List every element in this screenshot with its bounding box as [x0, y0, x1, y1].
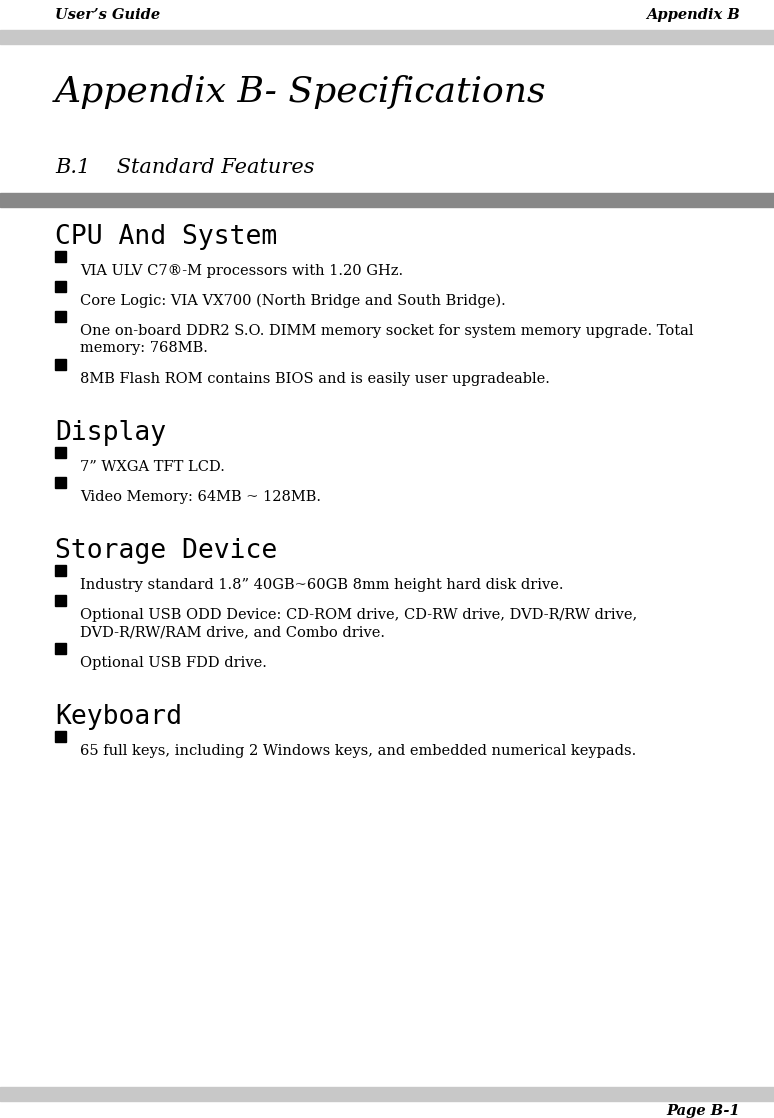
Bar	[55, 565, 66, 576]
Text: Optional USB ODD Device: CD-ROM drive, CD-RW drive, DVD-R/RW drive,
DVD-R/RW/RAM: Optional USB ODD Device: CD-ROM drive, C…	[80, 608, 637, 639]
Text: 65 full keys, including 2 Windows keys, and embedded numerical keypads.: 65 full keys, including 2 Windows keys, …	[80, 743, 636, 758]
Text: Page B-1: Page B-1	[666, 1103, 740, 1118]
Text: Optional USB FDD drive.: Optional USB FDD drive.	[80, 656, 267, 670]
Bar	[55, 359, 66, 370]
Text: User’s Guide: User’s Guide	[55, 8, 160, 22]
Bar	[0, 1087, 774, 1101]
Text: Industry standard 1.8” 40GB~60GB 8mm height hard disk drive.: Industry standard 1.8” 40GB~60GB 8mm hei…	[80, 578, 563, 593]
Bar	[55, 252, 66, 262]
Text: VIA ULV C7®-M processors with 1.20 GHz.: VIA ULV C7®-M processors with 1.20 GHz.	[80, 264, 403, 278]
Text: Appendix B- Specifications: Appendix B- Specifications	[55, 75, 546, 108]
Bar	[0, 30, 774, 44]
Text: 7” WXGA TFT LCD.: 7” WXGA TFT LCD.	[80, 459, 225, 474]
Text: Video Memory: 64MB ~ 128MB.: Video Memory: 64MB ~ 128MB.	[80, 490, 321, 504]
Text: Appendix B: Appendix B	[646, 8, 740, 22]
Bar	[55, 281, 66, 292]
Bar	[55, 731, 66, 742]
Text: 8MB Flash ROM contains BIOS and is easily user upgradeable.: 8MB Flash ROM contains BIOS and is easil…	[80, 372, 550, 386]
Text: B.1    Standard Features: B.1 Standard Features	[55, 158, 314, 177]
Text: Display: Display	[55, 420, 166, 446]
Text: One on-board DDR2 S.O. DIMM memory socket for system memory upgrade. Total
memor: One on-board DDR2 S.O. DIMM memory socke…	[80, 324, 694, 356]
Bar	[55, 311, 66, 322]
Bar	[55, 477, 66, 487]
Bar	[55, 643, 66, 654]
Text: Keyboard: Keyboard	[55, 704, 182, 730]
Bar	[0, 193, 774, 207]
Text: Storage Device: Storage Device	[55, 538, 277, 563]
Bar	[55, 447, 66, 458]
Text: CPU And System: CPU And System	[55, 224, 277, 250]
Bar	[55, 595, 66, 606]
Text: Core Logic: VIA VX700 (North Bridge and South Bridge).: Core Logic: VIA VX700 (North Bridge and …	[80, 294, 505, 309]
